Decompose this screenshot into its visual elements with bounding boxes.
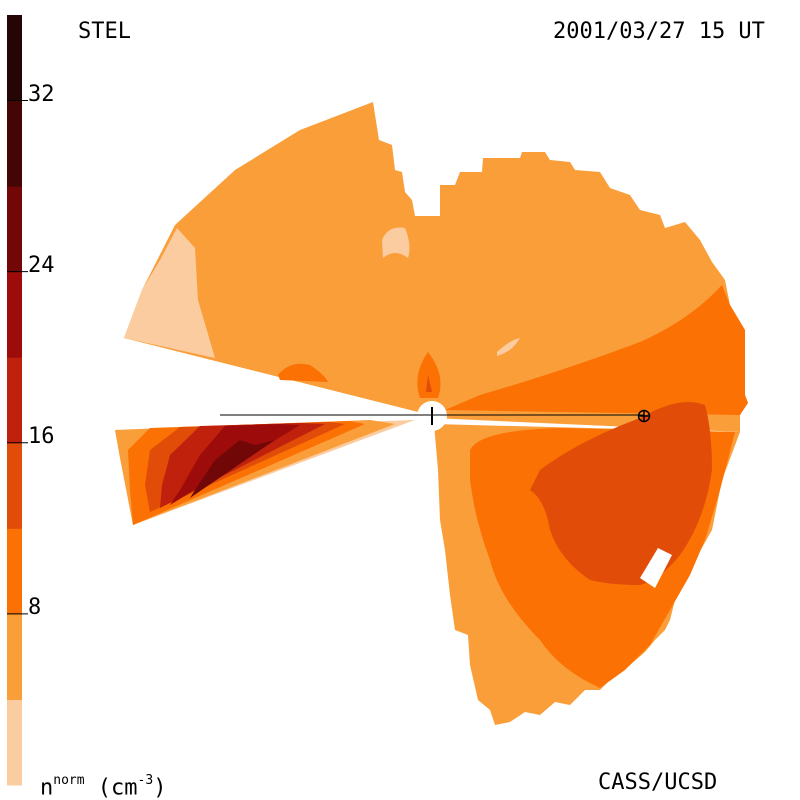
- colorbar-swatch-8: [7, 15, 22, 102]
- colorbar-swatch-0: [7, 699, 22, 786]
- observation-datetime: 2001/03/27 15 UT: [553, 19, 765, 44]
- density-spike-sun: [417, 352, 441, 398]
- density-lower-right-l3: [530, 401, 712, 585]
- earth-icon: [637, 409, 651, 423]
- colorbar-tick-label-16: 16: [28, 423, 55, 449]
- density-low-region-upper-left: [124, 228, 215, 358]
- colorbar-swatch-2: [7, 528, 22, 615]
- colorbar-swatch-1: [7, 613, 22, 700]
- colorbar-swatch-6: [7, 186, 22, 273]
- unit-superscript: norm: [53, 773, 85, 788]
- unit-exponent: -3: [137, 773, 154, 788]
- colorbar-swatch-7: [7, 100, 22, 187]
- source-label: STEL: [78, 19, 131, 44]
- density-sector-main: [124, 102, 748, 432]
- colorbar-unit-label: nnorm (cm-3): [40, 771, 166, 800]
- colorbar-swatch-5: [7, 271, 22, 358]
- colorbar-swatch-4: [7, 357, 22, 444]
- density-spike-sun-inner: [426, 375, 432, 392]
- colorbar-tick-label-8: 8: [28, 594, 42, 620]
- colorbar-swatch-3: [7, 442, 22, 529]
- colorbar-tick-label-32: 32: [28, 81, 55, 107]
- density-low-blob-center: [497, 338, 520, 356]
- density-left-wedge-l6: [190, 440, 275, 498]
- colorbar-tick-marks: [7, 100, 28, 615]
- credit-label: CASS/UCSD: [598, 770, 718, 795]
- unit-paren-open: (cm: [84, 775, 138, 800]
- unit-paren-close: ): [153, 775, 167, 800]
- colorbar-tick-label-24: 24: [28, 252, 55, 278]
- density-data-gap: [640, 548, 672, 588]
- unit-base: n: [40, 775, 54, 800]
- density-patch-upper-left: [278, 363, 328, 382]
- density-band-right: [445, 285, 748, 415]
- density-low-blob-top: [382, 227, 410, 258]
- colorbar: [7, 15, 22, 786]
